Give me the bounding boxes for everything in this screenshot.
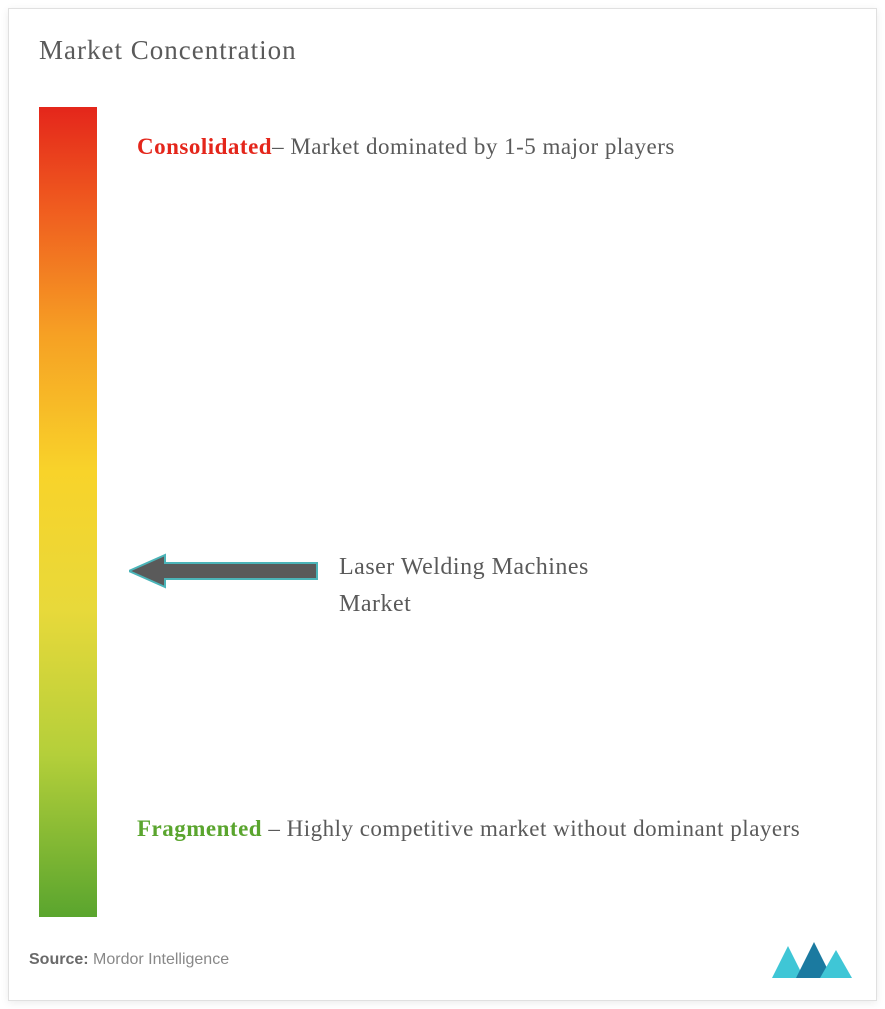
source-value: Mordor Intelligence xyxy=(89,951,230,968)
page-title: Market Concentration xyxy=(39,35,297,66)
consolidated-text: Consolidated– Market dominated by 1-5 ma… xyxy=(137,119,837,174)
consolidated-label: Consolidated xyxy=(137,134,272,159)
fragmented-label: Fragmented xyxy=(137,816,262,841)
source-label: Source: xyxy=(29,951,89,968)
market-name-label: Laser Welding Machines Market xyxy=(339,549,639,623)
marker-arrow xyxy=(129,551,319,591)
fragmented-text: Fragmented – Highly competitive market w… xyxy=(137,801,857,856)
consolidated-desc: – Market dominated by 1-5 major players xyxy=(272,134,675,159)
arrow-left-icon xyxy=(129,551,319,591)
source-text: Source: Mordor Intelligence xyxy=(29,951,229,969)
infographic-card: Market Concentration Consolidated– Marke… xyxy=(8,8,877,1001)
mordor-logo-icon xyxy=(766,938,856,982)
fragmented-desc: – Highly competitive market without domi… xyxy=(262,816,800,841)
footer: Source: Mordor Intelligence xyxy=(29,938,856,982)
concentration-gradient-bar xyxy=(39,107,97,917)
